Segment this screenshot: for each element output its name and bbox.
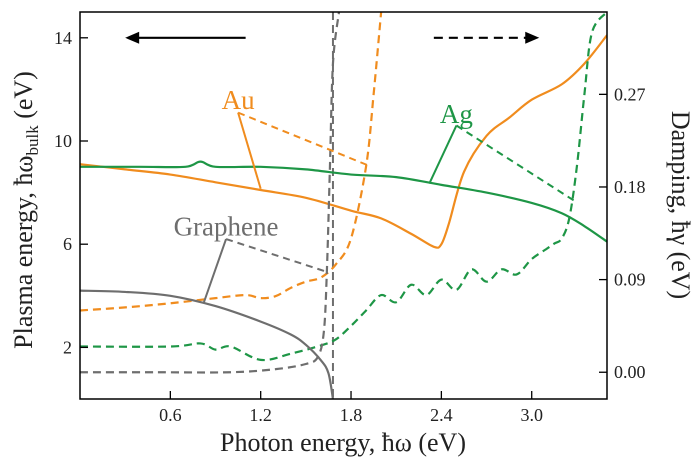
plot-area bbox=[80, 12, 607, 399]
y-axis-left-title-sub: bulk bbox=[23, 125, 42, 156]
y-right-tick-label: 0.18 bbox=[614, 177, 646, 197]
series-ag-plasma bbox=[80, 160, 607, 243]
ticks: 0.6 1.2 1.8 2.4 3.0 2 6 10 14 0.00 0.09 0.18 0.27 bbox=[54, 28, 646, 425]
label-ag-text: Ag bbox=[440, 99, 473, 129]
series-au-damping bbox=[80, 12, 383, 312]
label-graphene: Graphene bbox=[174, 211, 326, 304]
y-right-tick-label: 0.00 bbox=[614, 362, 646, 382]
y-axis-left-title-unit: (eV) bbox=[9, 71, 38, 125]
series-labels: Au Ag Graphene bbox=[174, 85, 578, 304]
x-tick-label: 2.4 bbox=[430, 405, 453, 425]
label-au-text: Au bbox=[222, 85, 255, 115]
x-tick-label: 3.0 bbox=[520, 405, 543, 425]
x-axis-title: Photon energy, ħω (eV) bbox=[220, 428, 466, 457]
series-graphene-damping bbox=[80, 12, 341, 374]
series-ag-damping bbox=[80, 12, 607, 362]
label-au: Au bbox=[222, 85, 371, 190]
y-axis-right-title: Damping, ħγ (eV) bbox=[666, 111, 695, 299]
label-graphene-text: Graphene bbox=[174, 211, 279, 241]
y-axis-left-title: Plasma energy, ħωbulk (eV) bbox=[9, 71, 42, 349]
y-right-tick-label: 0.09 bbox=[614, 270, 646, 290]
y-right-tick-label: 0.27 bbox=[614, 84, 646, 104]
label-ag: Ag bbox=[428, 99, 578, 204]
plot-content bbox=[80, 12, 607, 399]
x-tick-label: 1.8 bbox=[340, 405, 363, 425]
y-left-tick-label: 2 bbox=[63, 337, 72, 357]
x-tick-label: 0.6 bbox=[159, 405, 182, 425]
left-axis-arrow bbox=[125, 31, 246, 44]
y-left-tick-label: 6 bbox=[63, 234, 72, 254]
y-axis-left-title-main: Plasma energy, ħω bbox=[9, 156, 38, 349]
y-left-tick-label: 10 bbox=[54, 131, 72, 151]
series-graphene-plasma bbox=[80, 289, 335, 399]
right-axis-arrow bbox=[433, 31, 540, 44]
y-left-tick-label: 14 bbox=[54, 28, 72, 48]
series-au-plasma bbox=[80, 34, 607, 249]
x-tick-label: 1.2 bbox=[249, 405, 272, 425]
plot-frame bbox=[79, 11, 608, 400]
